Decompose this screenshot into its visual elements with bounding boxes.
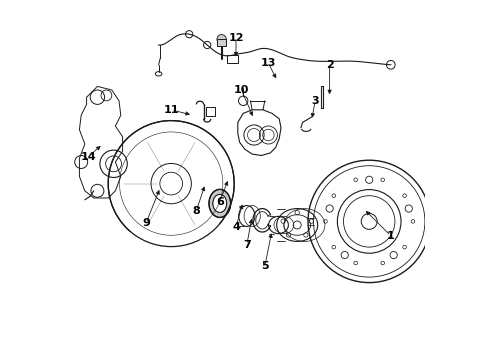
Text: 14: 14 [80,152,96,162]
Text: 6: 6 [216,197,224,207]
Ellipse shape [209,189,231,217]
Text: 8: 8 [193,206,200,216]
Bar [227,55,238,63]
Bar [206,107,216,116]
Ellipse shape [213,194,227,212]
Text: 1: 1 [387,231,394,241]
Text: 2: 2 [326,60,334,70]
Text: 11: 11 [164,105,179,115]
Text: 7: 7 [243,240,251,250]
Text: 12: 12 [228,33,244,43]
Text: 5: 5 [261,261,269,271]
Circle shape [217,35,226,44]
Text: 4: 4 [232,222,240,232]
Text: 13: 13 [261,58,276,68]
Text: 9: 9 [142,218,150,228]
Bar [217,39,226,46]
Text: 3: 3 [311,96,319,106]
Text: 10: 10 [234,85,249,95]
